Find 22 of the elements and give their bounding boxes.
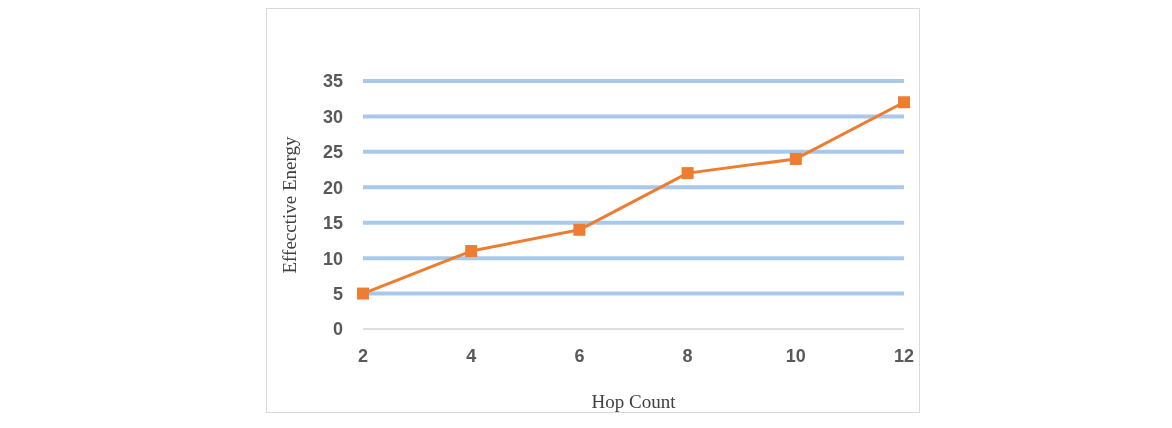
y-tick-label: 0 <box>332 319 343 340</box>
point <box>681 167 694 180</box>
point <box>357 287 369 300</box>
y-tick-label: 25 <box>322 142 343 163</box>
point <box>465 245 478 258</box>
x-axis-title: Hop Count <box>591 391 677 412</box>
y-tick-label: 15 <box>322 213 343 234</box>
y-tick-label: 10 <box>322 248 343 269</box>
x-tick-label: 6 <box>574 345 585 366</box>
x-tick-label: 10 <box>785 345 806 366</box>
x-tick-label: 2 <box>357 345 369 366</box>
y-tick-label: 20 <box>322 177 343 198</box>
point <box>573 223 586 236</box>
y-tick-label: 5 <box>332 283 343 304</box>
x-tick-label: 8 <box>682 345 693 366</box>
y-tick-label: 35 <box>322 71 343 92</box>
x-tick-label: 12 <box>893 345 915 366</box>
point <box>789 152 802 165</box>
y-tick-label: 30 <box>322 106 343 127</box>
point <box>898 96 910 109</box>
y-axis-title: Effecctive Energy <box>278 136 300 274</box>
x-tick-label: 4 <box>466 345 477 366</box>
